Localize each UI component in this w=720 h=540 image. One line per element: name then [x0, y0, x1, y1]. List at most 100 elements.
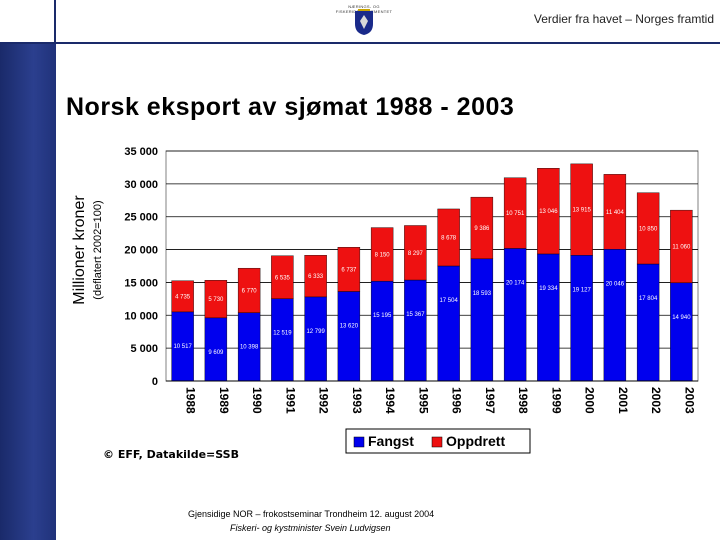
- data-label-fangst: 9 609: [208, 350, 224, 356]
- government-logo: NÆRINGS- OG FISKERIDEPARTEMENTET: [322, 4, 406, 36]
- data-label-fangst: 14 940: [672, 315, 691, 321]
- data-label-fangst: 19 334: [539, 286, 558, 292]
- data-label-oppdrett: 5 730: [208, 297, 224, 303]
- coat-of-arms-icon: [355, 9, 373, 35]
- bar-fangst: [337, 291, 361, 382]
- bar-oppdrett: [404, 225, 427, 281]
- data-label-fangst: 17 504: [439, 298, 458, 304]
- data-label-fangst: 15 367: [406, 312, 425, 318]
- data-label-fangst: 20 174: [506, 280, 525, 286]
- x-tick-label: 2001: [616, 387, 630, 414]
- x-tick-label: 1999: [549, 387, 563, 414]
- export-chart: 0 5 000 10 000 15 000 20 000 25 000 30 000 35 0…: [71, 146, 699, 454]
- bar-oppdrett: [570, 163, 593, 256]
- data-label-oppdrett: 13 046: [539, 209, 558, 215]
- bar-fangst: [670, 282, 693, 382]
- data-label-fangst: 18 593: [473, 291, 492, 297]
- bar-oppdrett: [204, 280, 228, 319]
- x-tick-label: 1989: [217, 387, 231, 414]
- y-tick-label: 25 000: [124, 212, 158, 224]
- bar-oppdrett: [337, 247, 361, 292]
- bar-fangst: [537, 253, 560, 382]
- y-tick-label: 5 000: [130, 343, 158, 355]
- data-label-oppdrett: 6 770: [242, 288, 258, 294]
- sidebar-band: [0, 0, 56, 540]
- header-subtitle: Verdier fra havet – Norges framtid: [533, 12, 714, 26]
- bar-oppdrett: [603, 174, 627, 250]
- data-label-oppdrett: 11 404: [606, 210, 625, 216]
- x-tick-label: 1991: [283, 387, 297, 414]
- data-label-oppdrett: 8 150: [375, 252, 391, 258]
- y-tick-label: 20 000: [124, 245, 158, 257]
- x-tick-label: 2003: [682, 387, 696, 414]
- x-tick-label: 1994: [383, 387, 397, 414]
- y-axis-subtitle: (deflatert 2002=100): [92, 200, 104, 299]
- bar-oppdrett: [271, 255, 294, 299]
- data-label-oppdrett: 6 737: [341, 267, 357, 273]
- x-tick-label: 1997: [483, 387, 497, 414]
- data-label-oppdrett: 10 850: [639, 226, 658, 232]
- y-tick-label: 15 000: [124, 277, 158, 289]
- bar-fangst: [503, 248, 527, 382]
- bar-oppdrett: [470, 196, 494, 260]
- x-tick-label: 1988: [184, 387, 198, 414]
- data-label-oppdrett: 9 386: [474, 226, 490, 232]
- bar-fangst: [636, 263, 660, 382]
- bar-oppdrett: [636, 192, 660, 265]
- x-tick-label: 1990: [250, 387, 264, 414]
- bar-fangst: [437, 265, 460, 382]
- bar-oppdrett: [370, 227, 394, 282]
- sidebar-top-box: [0, 0, 56, 44]
- x-tick-label: 2000: [583, 387, 597, 414]
- bar-fangst: [404, 279, 427, 382]
- bar-fangst: [603, 249, 627, 382]
- legend-label-oppdrett: Oppdrett: [446, 433, 505, 449]
- x-tick-label: 2002: [649, 387, 663, 414]
- data-label-oppdrett: 6 333: [308, 274, 324, 280]
- footer-speaker: Fiskeri- og kystminister Svein Ludvigsen: [230, 523, 391, 533]
- x-tick-label: 1995: [416, 387, 430, 414]
- data-label-fangst: 20 046: [606, 281, 625, 287]
- y-tick-label: 10 000: [124, 310, 158, 322]
- data-label-oppdrett: 4 735: [175, 294, 191, 300]
- data-label-fangst: 13 620: [340, 323, 359, 329]
- data-label-oppdrett: 10 751: [506, 211, 525, 217]
- copyright-note: © EFF, Datakilde=SSB: [103, 448, 239, 461]
- data-label-fangst: 15 195: [373, 313, 392, 319]
- bar-oppdrett: [437, 208, 460, 267]
- data-label-fangst: 12 519: [273, 331, 292, 337]
- bar-oppdrett: [503, 177, 527, 249]
- legend-swatch-oppdrett: [431, 436, 443, 448]
- y-axis-title: Millioner kroner: [71, 195, 88, 305]
- x-tick-label: 1993: [350, 387, 364, 414]
- bar-fangst: [570, 255, 593, 382]
- data-label-oppdrett: 8 678: [441, 235, 457, 241]
- data-label-oppdrett: 11 060: [672, 244, 691, 250]
- data-label-oppdrett: 13 915: [572, 208, 591, 214]
- bar-fangst: [370, 280, 394, 382]
- data-label-fangst: 19 127: [572, 287, 591, 293]
- data-label-fangst: 17 804: [639, 296, 658, 302]
- x-tick-label: 1996: [450, 387, 464, 414]
- legend-label-fangst: Fangst: [368, 433, 414, 449]
- bar-oppdrett: [237, 267, 261, 313]
- bar-oppdrett: [304, 255, 327, 298]
- legend-swatch-fangst: [353, 436, 365, 448]
- footer-event: Gjensidige NOR – frokostseminar Trondhei…: [188, 509, 435, 519]
- x-tick-label: 1998: [516, 387, 530, 414]
- bar-fangst: [470, 258, 494, 382]
- bar-fangst: [304, 296, 327, 382]
- bar-oppdrett: [171, 280, 194, 313]
- y-tick-label: 30 000: [124, 179, 158, 191]
- y-tick-label: 0: [152, 376, 158, 388]
- bar-oppdrett: [670, 209, 693, 284]
- y-tick-label: 35 000: [124, 146, 158, 158]
- data-label-oppdrett: 8 297: [408, 251, 424, 257]
- bar-fangst: [271, 298, 294, 382]
- data-label-fangst: 10 517: [173, 344, 192, 350]
- data-label-fangst: 12 799: [306, 329, 325, 335]
- slide-title: Norsk eksport av sjømat 1988 - 2003: [66, 93, 515, 121]
- data-label-fangst: 10 398: [240, 345, 259, 351]
- bar-oppdrett: [537, 168, 560, 255]
- header-divider: [56, 42, 720, 44]
